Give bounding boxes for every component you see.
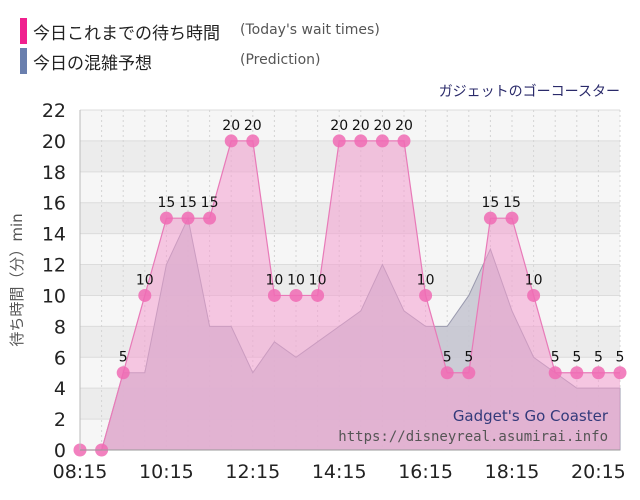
today-data-label: 10 [525,272,543,288]
today-data-label: 5 [572,350,581,366]
plot-band [80,110,620,141]
today-point [527,288,541,302]
y-tick-label: 12 [42,255,66,277]
legend-today-sub: (Today's wait times) [240,22,380,38]
x-tick-label: 18:15 [485,461,540,483]
today-point [246,134,260,148]
today-data-label: 20 [330,118,348,134]
today-data-label: 5 [594,350,603,366]
today-data-label: 15 [503,195,521,211]
today-data-label: 15 [179,195,197,211]
today-point [462,366,476,380]
y-tick-label: 16 [42,193,66,215]
legend-prediction: 今日の混雑予想 [20,48,152,74]
today-point [289,288,303,302]
y-tick-label: 22 [42,100,66,122]
today-data-label: 15 [481,195,499,211]
today-point [159,211,173,225]
y-tick-label: 2 [54,409,66,431]
x-tick-label: 12:15 [225,461,280,483]
today-point [354,134,368,148]
today-data-label: 20 [352,118,370,134]
today-data-label: 20 [373,118,391,134]
y-tick-label: 18 [42,162,66,184]
legend-prediction-swatch [20,48,27,74]
watermark-url: https://disneyreal.asumirai.info [338,429,608,445]
today-point [224,134,238,148]
today-data-label: 20 [222,118,240,134]
legend-prediction-label: 今日の混雑予想 [33,53,152,74]
y-tick-label: 6 [54,347,66,369]
today-data-label: 10 [309,272,327,288]
y-tick-label: 0 [54,440,66,462]
today-point [116,366,130,380]
today-point [267,288,281,302]
today-point [203,211,217,225]
today-point [483,211,497,225]
x-tick-label: 10:15 [139,461,194,483]
today-point [591,366,605,380]
today-data-label: 10 [287,272,305,288]
today-data-label: 20 [395,118,413,134]
today-data-label: 5 [443,350,452,366]
today-data-label: 10 [417,272,435,288]
legend-today: 今日これまでの待ち時間 [20,18,220,44]
today-point [397,134,411,148]
today-point [505,211,519,225]
today-point [613,366,627,380]
today-data-label: 10 [136,272,154,288]
y-tick-label: 14 [42,224,66,246]
y-axis-label: 待ち時間（分）min [8,213,26,346]
today-data-label: 10 [265,272,283,288]
today-data-label: 5 [551,350,560,366]
y-tick-label: 8 [54,316,66,338]
watermark-name: Gadget's Go Coaster [453,407,609,425]
today-point [548,366,562,380]
today-point [311,288,325,302]
today-data-label: 5 [119,350,128,366]
today-point [332,134,346,148]
today-point [419,288,433,302]
legend-today-swatch [20,18,27,44]
today-point [375,134,389,148]
today-data-label: 5 [464,350,473,366]
legend-today-label: 今日これまでの待ち時間 [33,23,220,44]
y-tick-label: 20 [42,131,66,153]
attraction-name: ガジェットのゴーコースター [439,83,620,100]
x-tick-label: 14:15 [312,461,367,483]
today-data-label: 15 [157,195,175,211]
x-tick-label: 08:15 [53,461,108,483]
today-point [181,211,195,225]
y-tick-label: 4 [54,378,66,400]
legend-prediction-sub: (Prediction) [240,52,321,68]
today-point [440,366,454,380]
today-data-label: 15 [201,195,219,211]
today-point [138,288,152,302]
x-tick-label: 20:15 [571,461,626,483]
today-point [570,366,584,380]
x-tick-label: 16:15 [398,461,453,483]
today-data-label: 5 [616,350,625,366]
y-tick-label: 10 [42,285,66,307]
today-data-label: 20 [244,118,262,134]
